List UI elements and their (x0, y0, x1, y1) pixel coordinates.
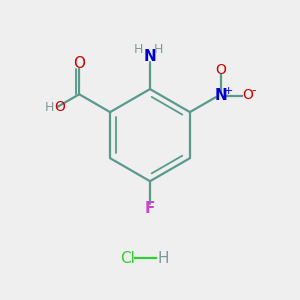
Text: O: O (242, 88, 253, 102)
Text: N: N (214, 88, 227, 103)
Text: O: O (54, 100, 65, 115)
Text: N: N (144, 50, 156, 64)
Text: H: H (154, 43, 164, 56)
Text: O: O (216, 63, 226, 77)
Text: H: H (134, 43, 143, 56)
Text: O: O (73, 56, 85, 71)
Text: Cl: Cl (120, 251, 135, 266)
Text: H: H (158, 251, 169, 266)
Text: H: H (44, 101, 54, 114)
Text: F: F (145, 201, 155, 216)
Text: -: - (251, 84, 256, 97)
Text: +: + (224, 86, 233, 96)
